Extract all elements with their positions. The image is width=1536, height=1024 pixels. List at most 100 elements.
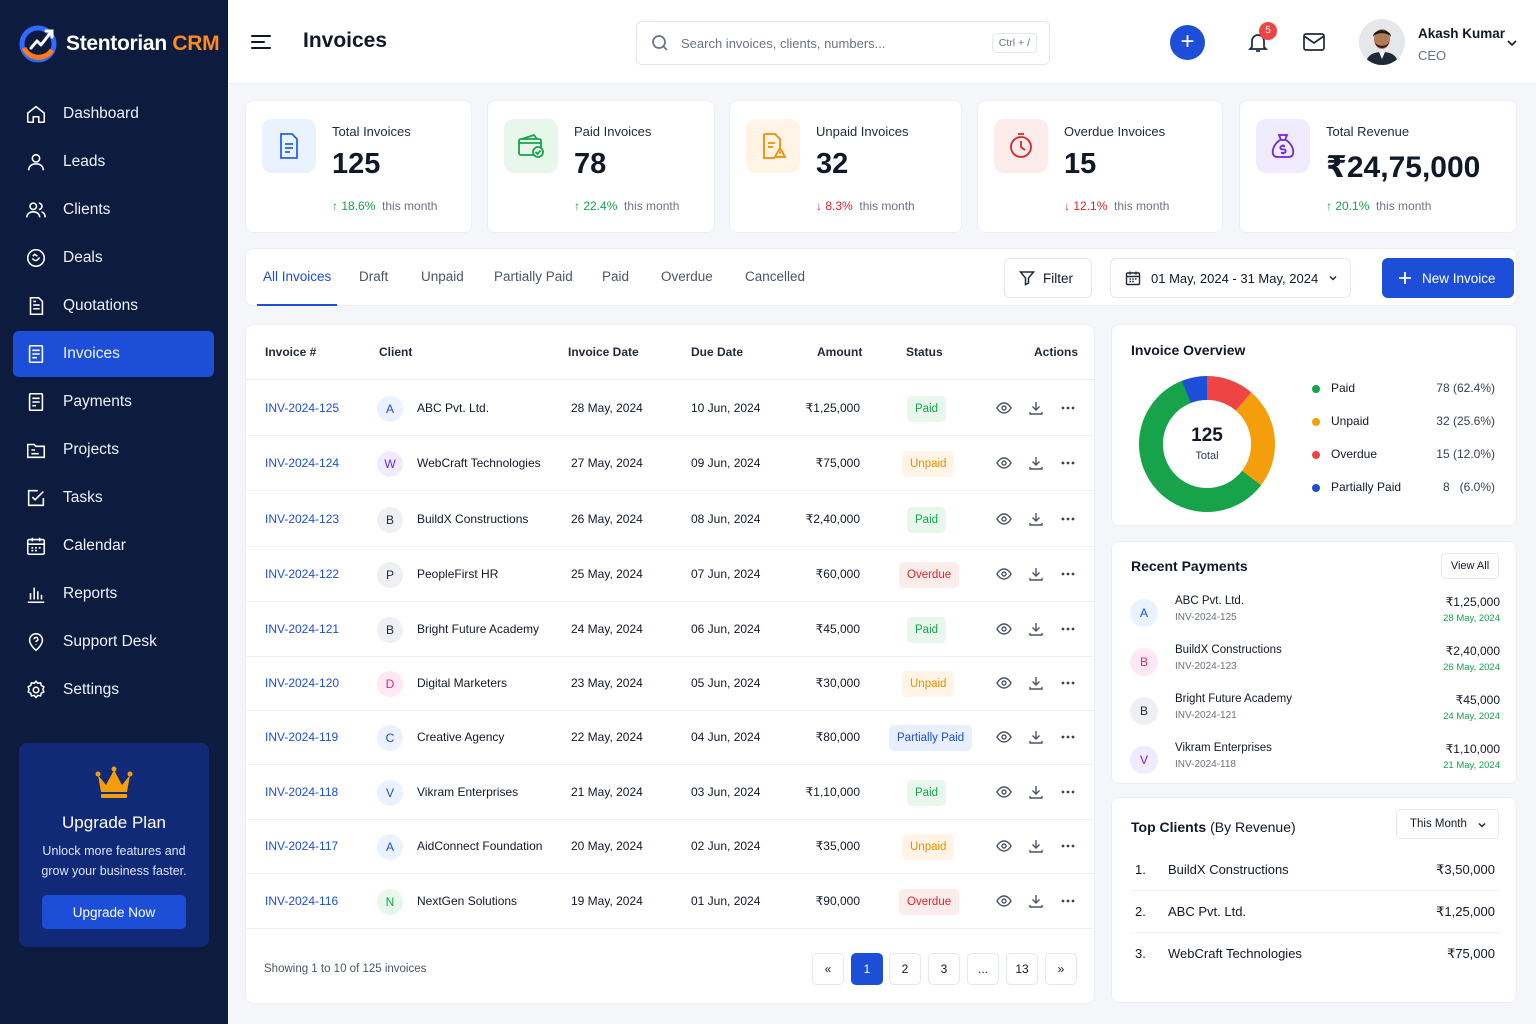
download-icon[interactable] — [1028, 455, 1044, 471]
eye-icon[interactable] — [996, 784, 1012, 800]
download-icon[interactable] — [1028, 838, 1044, 854]
brand[interactable]: Stentorian CRM — [18, 24, 220, 64]
sidebar-item-leads[interactable]: Leads — [13, 139, 214, 185]
pagination-prev-button[interactable]: « — [812, 953, 844, 985]
column-header-invoice-date[interactable]: Invoice Date — [568, 345, 639, 359]
table-row[interactable]: INV-2024-123 B BuildX Constructions 26 May,… — [246, 492, 1094, 547]
sidebar-item-dashboard[interactable]: Dashboard — [13, 91, 214, 137]
invoice-number-link[interactable]: INV-2024-122 — [265, 567, 340, 581]
more-options-icon[interactable] — [1060, 893, 1076, 909]
more-options-icon[interactable] — [1060, 838, 1076, 854]
pagination-page-13[interactable]: 13 — [1006, 953, 1038, 985]
sidebar-item-tasks[interactable]: Tasks — [13, 475, 214, 521]
table-row[interactable]: INV-2024-116 N NextGen Solutions 19 May, 20… — [246, 874, 1094, 929]
search-input[interactable] — [681, 35, 971, 51]
avatar[interactable] — [1359, 19, 1405, 65]
download-icon[interactable] — [1028, 675, 1044, 691]
table-row[interactable]: INV-2024-121 B Bright Future Academy 24 May… — [246, 602, 1094, 657]
eye-icon[interactable] — [996, 511, 1012, 527]
tab-cancelled[interactable]: Cancelled — [745, 269, 806, 284]
more-options-icon[interactable] — [1060, 729, 1076, 745]
eye-icon[interactable] — [996, 675, 1012, 691]
top-client-item[interactable]: 2. ABC Pvt. Ltd. ₹1,25,000 — [1130, 891, 1500, 933]
search-bar[interactable]: Ctrl + / — [636, 21, 1050, 65]
download-icon[interactable] — [1028, 784, 1044, 800]
user-name[interactable]: Akash Kumar — [1418, 26, 1506, 41]
more-options-icon[interactable] — [1060, 566, 1076, 582]
download-icon[interactable] — [1028, 400, 1044, 416]
invoice-number-link[interactable]: INV-2024-120 — [265, 676, 340, 690]
pagination-page-1[interactable]: 1 — [851, 953, 883, 985]
pagination-page-2[interactable]: 2 — [889, 953, 921, 985]
new-invoice-button[interactable]: New Invoice — [1382, 258, 1514, 298]
top-client-item[interactable]: 1. BuildX Constructions ₹3,50,000 — [1130, 849, 1500, 891]
column-header-due-date[interactable]: Due Date — [691, 345, 744, 359]
table-row[interactable]: INV-2024-118 V Vikram Enterprises 21 May, 2… — [246, 765, 1094, 820]
download-icon[interactable] — [1028, 893, 1044, 909]
eye-icon[interactable] — [996, 621, 1012, 637]
eye-icon[interactable] — [996, 893, 1012, 909]
sidebar-item-settings[interactable]: Settings — [13, 667, 214, 713]
pagination-page-3[interactable]: 3 — [928, 953, 960, 985]
more-options-icon[interactable] — [1060, 455, 1076, 471]
download-icon[interactable] — [1028, 511, 1044, 527]
sidebar-item-support-desk[interactable]: Support Desk — [13, 619, 214, 665]
eye-icon[interactable] — [996, 400, 1012, 416]
table-row[interactable]: INV-2024-120 D Digital Marketers 23 May, 20… — [246, 656, 1094, 711]
mail-icon[interactable] — [1302, 31, 1326, 53]
tab-draft[interactable]: Draft — [359, 269, 389, 284]
table-row[interactable]: INV-2024-124 W WebCraft Technologies 27 May… — [246, 436, 1094, 491]
chevron-down-icon[interactable] — [1506, 37, 1518, 49]
tab-partially-paid[interactable]: Partially Paid — [494, 269, 573, 284]
table-row[interactable]: INV-2024-119 C Creative Agency 22 May, 2024… — [246, 710, 1094, 765]
column-header-invoice[interactable]: Invoice # — [265, 345, 317, 359]
invoice-number-link[interactable]: INV-2024-116 — [265, 894, 339, 908]
sidebar-item-calendar[interactable]: Calendar — [13, 523, 214, 569]
tab-overdue[interactable]: Overdue — [661, 269, 713, 284]
more-options-icon[interactable] — [1060, 675, 1076, 691]
invoice-number-link[interactable]: INV-2024-123 — [265, 512, 340, 526]
pagination-next-button[interactable]: » — [1045, 953, 1077, 985]
payment-item[interactable]: B BuildX Constructions INV-2024-123 ₹2,40,0… — [1130, 641, 1500, 687]
download-icon[interactable] — [1028, 729, 1044, 745]
invoice-number-link[interactable]: INV-2024-117 — [265, 839, 339, 853]
more-options-icon[interactable] — [1060, 400, 1076, 416]
payment-item[interactable]: V Vikram Enterprises INV-2024-118 ₹1,10,000… — [1130, 739, 1500, 785]
tab-unpaid[interactable]: Unpaid — [421, 269, 464, 284]
invoice-number-link[interactable]: INV-2024-118 — [265, 785, 339, 799]
eye-icon[interactable] — [996, 566, 1012, 582]
sidebar-item-reports[interactable]: Reports — [13, 571, 214, 617]
sidebar-item-deals[interactable]: Deals — [13, 235, 214, 281]
column-header-amount[interactable]: Amount — [817, 345, 863, 359]
more-options-icon[interactable] — [1060, 784, 1076, 800]
table-row[interactable]: INV-2024-122 P PeopleFirst HR 25 May, 2024 0… — [246, 547, 1094, 602]
payment-item[interactable]: A ABC Pvt. Ltd. INV-2024-125 ₹1,25,000 28 Ma… — [1130, 592, 1500, 638]
download-icon[interactable] — [1028, 566, 1044, 582]
eye-icon[interactable] — [996, 729, 1012, 745]
eye-icon[interactable] — [996, 838, 1012, 854]
view-all-button[interactable]: View All — [1441, 553, 1499, 579]
eye-icon[interactable] — [996, 455, 1012, 471]
quick-add-button[interactable]: + — [1170, 25, 1205, 60]
filter-button[interactable]: Filter — [1004, 258, 1092, 298]
sidebar-item-payments[interactable]: Payments — [13, 379, 214, 425]
upgrade-now-button[interactable]: Upgrade Now — [42, 895, 186, 929]
invoice-number-link[interactable]: INV-2024-125 — [265, 401, 340, 415]
more-options-icon[interactable] — [1060, 621, 1076, 637]
sidebar-item-quotations[interactable]: Quotations — [13, 283, 214, 329]
sidebar-item-invoices[interactable]: Invoices — [13, 331, 214, 377]
more-options-icon[interactable] — [1060, 511, 1076, 527]
column-header-status[interactable]: Status — [906, 345, 943, 359]
invoice-number-link[interactable]: INV-2024-119 — [265, 730, 339, 744]
date-range-picker[interactable]: 01 May, 2024 - 31 May, 2024 — [1110, 258, 1351, 298]
table-row[interactable]: INV-2024-125 A ABC Pvt. Ltd. 28 May, 2024 10… — [246, 381, 1094, 436]
table-row[interactable]: INV-2024-117 A AidConnect Foundation 20 May… — [246, 819, 1094, 874]
sidebar-item-projects[interactable]: Projects — [13, 427, 214, 473]
tab-paid[interactable]: Paid — [602, 269, 630, 284]
menu-icon[interactable] — [250, 31, 272, 53]
payment-item[interactable]: B Bright Future Academy INV-2024-121 ₹45,00… — [1130, 690, 1500, 736]
download-icon[interactable] — [1028, 621, 1044, 637]
column-header-client[interactable]: Client — [379, 345, 413, 359]
top-client-item[interactable]: 3. WebCraft Technologies ₹75,000 — [1130, 933, 1500, 975]
period-select[interactable]: This Month — [1396, 809, 1499, 839]
